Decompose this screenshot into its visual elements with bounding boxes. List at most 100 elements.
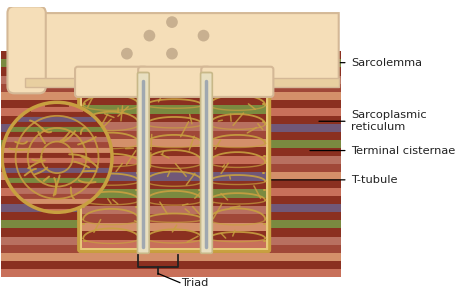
Bar <box>209 231 266 239</box>
Bar <box>0 172 341 180</box>
Bar <box>0 188 341 196</box>
Bar <box>209 80 266 88</box>
Bar <box>0 76 341 84</box>
Circle shape <box>198 30 210 41</box>
Bar <box>146 130 203 139</box>
FancyBboxPatch shape <box>26 79 339 87</box>
FancyBboxPatch shape <box>205 77 270 252</box>
FancyBboxPatch shape <box>139 72 147 88</box>
Bar <box>0 51 341 277</box>
Bar <box>82 122 140 130</box>
FancyBboxPatch shape <box>201 72 212 253</box>
Bar <box>146 231 203 239</box>
Circle shape <box>166 16 178 28</box>
Bar <box>209 214 266 223</box>
Circle shape <box>121 48 133 59</box>
FancyBboxPatch shape <box>201 67 273 97</box>
Bar <box>146 172 203 181</box>
Bar <box>209 172 266 181</box>
Bar <box>146 206 203 214</box>
Bar <box>0 196 341 204</box>
Bar <box>146 181 203 189</box>
Bar <box>209 88 266 97</box>
Bar <box>0 228 341 236</box>
Bar <box>209 206 266 214</box>
Bar <box>0 220 341 228</box>
Bar <box>82 139 140 147</box>
Bar <box>209 239 266 248</box>
Bar <box>0 51 341 59</box>
Bar <box>146 189 203 198</box>
Bar <box>146 147 203 156</box>
Bar <box>82 80 140 88</box>
Bar <box>82 181 140 189</box>
Bar <box>209 189 266 198</box>
Text: Sarcolemma: Sarcolemma <box>351 58 422 68</box>
Bar <box>82 156 140 164</box>
Bar <box>0 59 341 67</box>
Bar <box>82 206 140 214</box>
FancyBboxPatch shape <box>75 67 147 97</box>
Bar <box>209 105 266 114</box>
Text: Terminal cisternae: Terminal cisternae <box>351 146 456 156</box>
Bar <box>204 73 209 87</box>
Bar <box>146 114 203 122</box>
Bar <box>209 198 266 206</box>
Bar <box>146 223 203 231</box>
Bar <box>82 172 140 181</box>
Bar <box>82 223 140 231</box>
Bar <box>0 132 341 140</box>
Bar <box>82 130 140 139</box>
Text: Sarcoplasmic
reticulum: Sarcoplasmic reticulum <box>351 111 427 132</box>
Bar <box>0 148 341 156</box>
Bar <box>0 261 341 269</box>
Bar <box>209 114 266 122</box>
Bar <box>209 181 266 189</box>
Bar <box>0 204 341 212</box>
Bar <box>209 223 266 231</box>
Bar <box>0 269 341 277</box>
Bar <box>209 97 266 105</box>
FancyBboxPatch shape <box>142 77 207 252</box>
Bar <box>0 164 341 172</box>
FancyBboxPatch shape <box>79 77 144 252</box>
Bar <box>82 88 140 97</box>
Bar <box>0 245 341 252</box>
Bar <box>209 147 266 156</box>
FancyBboxPatch shape <box>8 6 46 93</box>
Bar <box>146 80 203 88</box>
Circle shape <box>2 102 112 212</box>
Bar <box>0 252 341 261</box>
Bar <box>82 164 140 172</box>
FancyBboxPatch shape <box>138 67 210 97</box>
Bar <box>82 198 140 206</box>
Bar <box>146 105 203 114</box>
Bar <box>0 108 341 116</box>
Bar <box>82 214 140 223</box>
Bar <box>82 231 140 239</box>
Bar <box>209 122 266 130</box>
Bar <box>82 189 140 198</box>
Bar <box>0 100 341 108</box>
Bar <box>209 164 266 172</box>
Bar <box>209 130 266 139</box>
Bar <box>146 164 203 172</box>
Bar <box>146 214 203 223</box>
Bar <box>0 180 341 188</box>
Bar <box>146 139 203 147</box>
Bar <box>141 73 146 87</box>
Bar <box>146 122 203 130</box>
Circle shape <box>144 30 155 41</box>
Bar <box>0 156 341 164</box>
Bar <box>0 84 341 92</box>
Bar <box>146 198 203 206</box>
Bar <box>0 92 341 100</box>
Bar <box>82 114 140 122</box>
Bar <box>146 88 203 97</box>
Bar <box>0 124 341 132</box>
Bar <box>0 236 341 245</box>
Circle shape <box>166 48 178 59</box>
Bar <box>209 139 266 147</box>
Bar <box>82 239 140 248</box>
FancyBboxPatch shape <box>137 72 149 253</box>
